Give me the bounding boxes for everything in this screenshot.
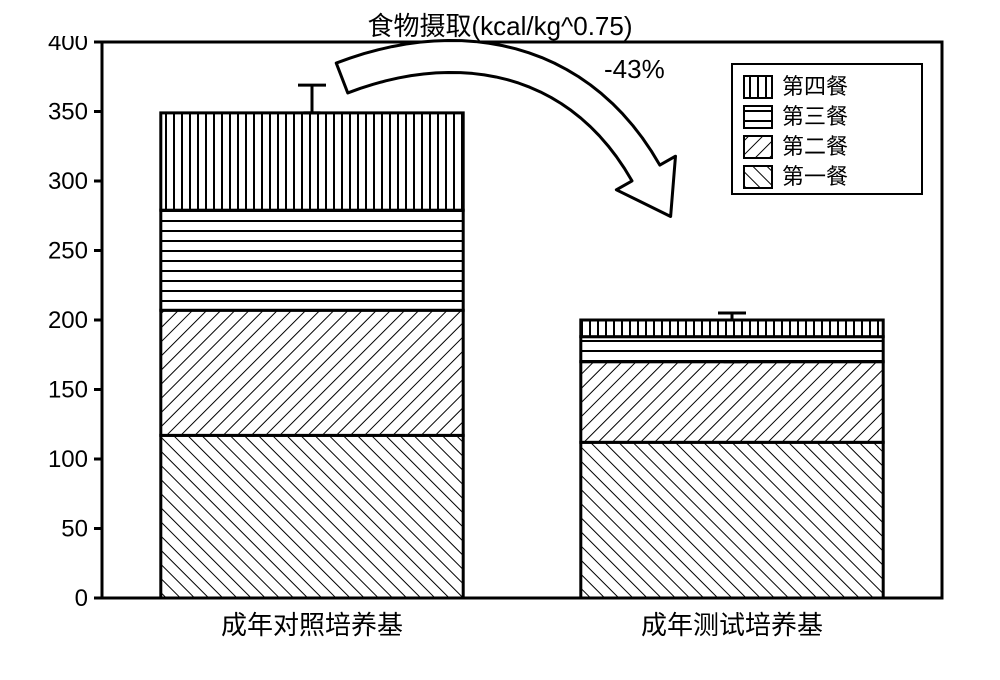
y-tick-label: 150	[48, 377, 88, 404]
y-tick-label: 400	[48, 36, 88, 56]
legend-label: 第四餐	[782, 74, 848, 99]
bar-meal3-cat0	[161, 210, 463, 310]
legend-label: 第二餐	[782, 134, 848, 159]
bar-meal1-cat1	[581, 442, 883, 598]
legend-swatch	[744, 76, 772, 98]
annotation-text: -43%	[604, 54, 665, 84]
x-tick-label: 成年测试培养基	[641, 610, 823, 640]
y-tick-label: 100	[48, 446, 88, 473]
legend-swatch	[744, 136, 772, 158]
bar-meal4-cat0	[161, 113, 463, 210]
y-tick-label: 250	[48, 238, 88, 265]
legend-label: 第三餐	[782, 104, 848, 129]
bar-meal4-cat1	[581, 320, 883, 337]
legend-swatch	[744, 106, 772, 128]
y-tick-label: 200	[48, 307, 88, 334]
y-tick-label: 350	[48, 99, 88, 126]
bar-meal2-cat0	[161, 310, 463, 435]
legend-swatch	[744, 166, 772, 188]
bar-meal1-cat0	[161, 435, 463, 598]
y-tick-label: 0	[75, 585, 88, 612]
y-tick-label: 300	[48, 168, 88, 195]
legend-label: 第一餐	[782, 164, 848, 189]
x-tick-label: 成年对照培养基	[221, 610, 403, 640]
bar-meal2-cat1	[581, 362, 883, 443]
stacked-bar-chart: 0 50 100 150 200 250 300 350 400 成年对照培养基 成年测试培养基 -4…	[42, 36, 962, 676]
y-tick-label: 50	[61, 516, 88, 543]
bar-meal3-cat1	[581, 337, 883, 362]
chart-container: 食物摄取(kcal/kg^0.75) 050100150200250300350…	[0, 0, 1000, 680]
